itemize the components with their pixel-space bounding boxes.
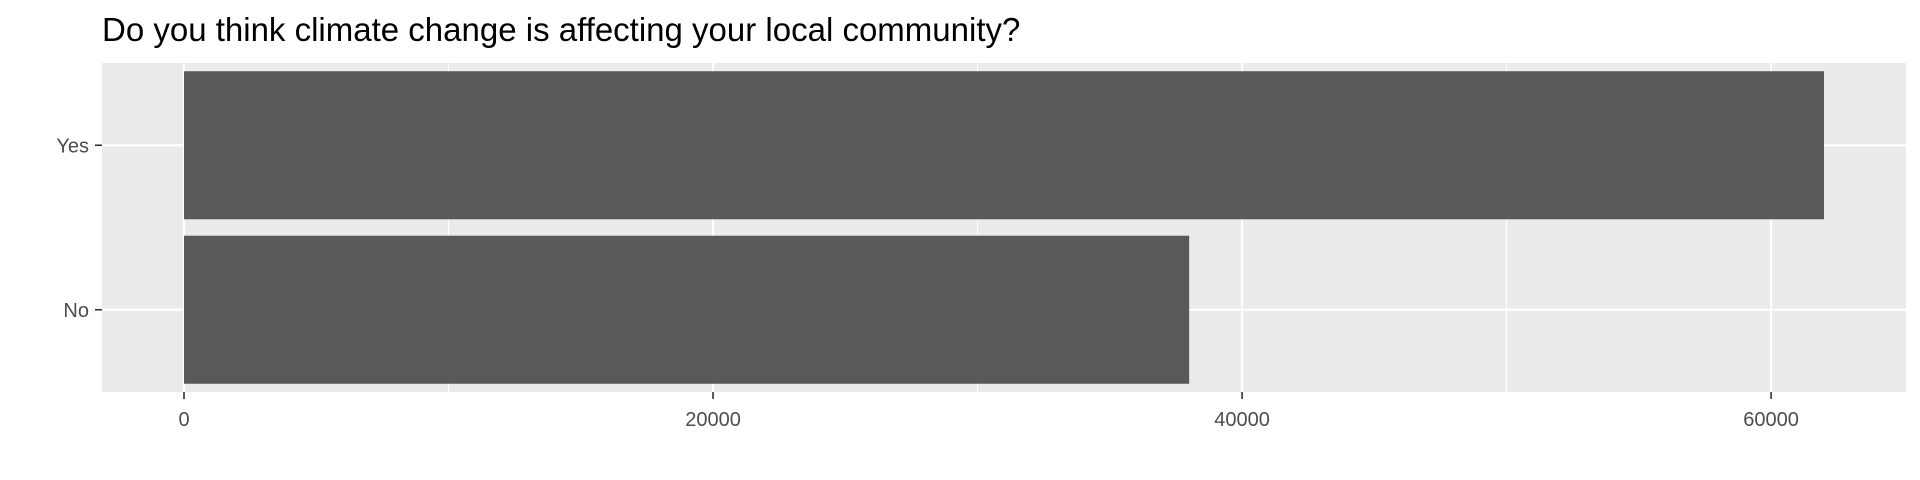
bar-yes — [184, 71, 1824, 220]
x-tick-label: 0 — [178, 409, 189, 431]
x-tick-label: 60000 — [1743, 409, 1799, 431]
chart-title: Do you think climate change is affecting… — [102, 11, 1021, 48]
x-tick-label: 20000 — [685, 409, 741, 431]
x-axis: 0 20000 40000 60000 — [178, 392, 1799, 431]
y-tick-label: No — [63, 300, 89, 322]
bar-no — [184, 235, 1190, 384]
bars — [184, 71, 1824, 384]
y-axis: Yes No — [56, 135, 102, 322]
x-tick-label: 40000 — [1214, 409, 1270, 431]
y-tick-label: Yes — [56, 135, 89, 157]
